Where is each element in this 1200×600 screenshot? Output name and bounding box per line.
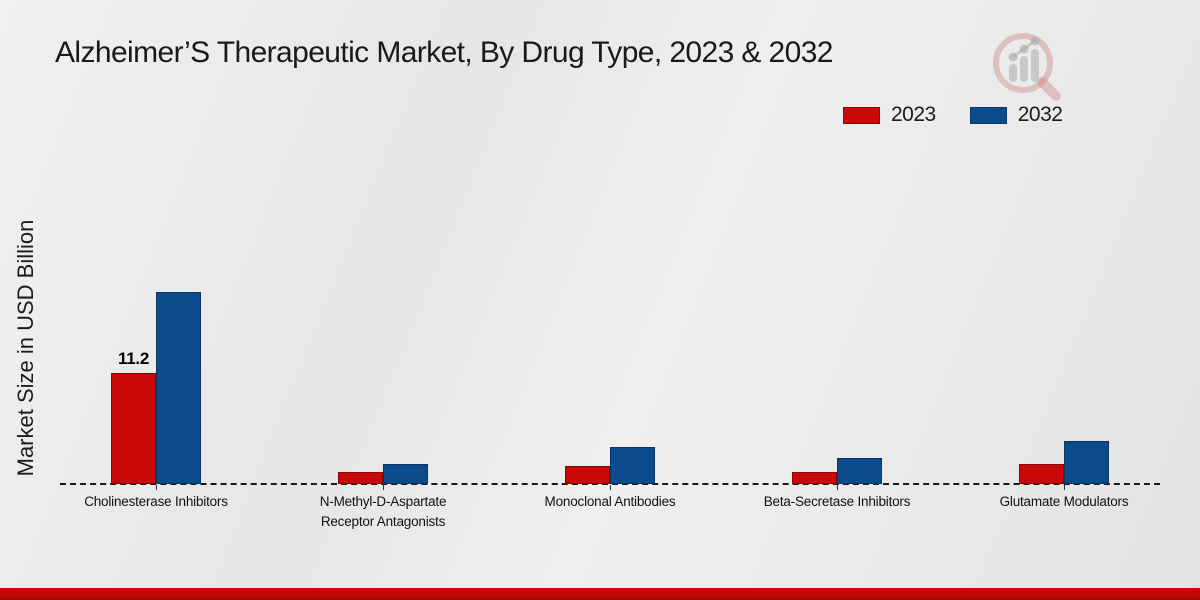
bar-value-label: 11.2 xyxy=(118,349,149,368)
axis-tick xyxy=(383,485,384,490)
legend: 2023 2032 xyxy=(843,103,1063,127)
legend-label-2023: 2023 xyxy=(891,103,936,126)
axis-tick xyxy=(1064,485,1065,490)
bar-2023-4 xyxy=(792,472,837,484)
legend-label-2032: 2032 xyxy=(1017,103,1063,126)
legend-item-2032: 2032 xyxy=(969,103,1063,127)
legend-item-2023: 2023 xyxy=(843,103,936,127)
category-label: N-Methyl-D-Aspartate Receptor Antagonist… xyxy=(319,494,447,529)
bar-2023-2 xyxy=(338,472,383,484)
bar-2032-3 xyxy=(610,447,655,484)
x-axis-baseline xyxy=(60,483,1160,485)
footer-accent-bar xyxy=(0,588,1200,600)
chart-title: Alzheimer’S Therapeutic Market, By Drug … xyxy=(55,36,834,69)
category-label: Glutamate Modulators xyxy=(999,494,1129,509)
bar-2023-3 xyxy=(565,466,610,484)
category-label: Beta-Secretase Inhibitors xyxy=(763,494,911,509)
bar-2032-1 xyxy=(156,292,201,484)
bar-2023-1 xyxy=(111,373,156,484)
bar-2023-5 xyxy=(1019,464,1064,484)
bar-2032-2 xyxy=(383,464,428,484)
category-label: Cholinesterase Inhibitors xyxy=(84,494,228,509)
legend-swatch-2032 xyxy=(969,106,1007,124)
axis-tick xyxy=(610,485,611,490)
axis-tick xyxy=(837,485,838,490)
bar-2032-4 xyxy=(837,458,882,484)
magnifier-bar-chart-logo-icon xyxy=(993,33,1061,101)
legend-swatch-2023 xyxy=(843,106,880,124)
bar-2032-5 xyxy=(1064,441,1109,484)
category-label: Monoclonal Antibodies xyxy=(544,494,676,509)
axis-tick xyxy=(156,485,157,490)
